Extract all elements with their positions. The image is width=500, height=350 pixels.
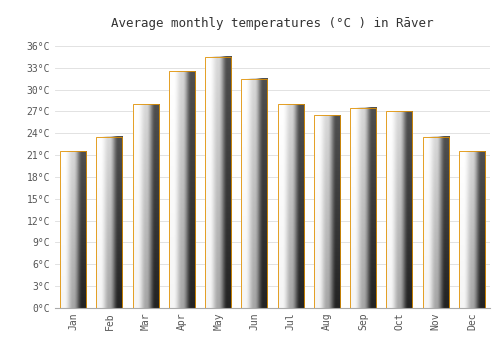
Bar (459, 152, 485, 308)
Bar (60, 152, 86, 308)
Title: Average monthly temperatures (°C ) in Rāver: Average monthly temperatures (°C ) in Rā… (111, 17, 434, 30)
Bar (386, 111, 412, 308)
Bar (242, 79, 268, 308)
Bar (169, 71, 195, 308)
Bar (422, 137, 448, 308)
Bar (314, 115, 340, 308)
Bar (278, 104, 303, 308)
Bar (132, 104, 158, 308)
Bar (96, 137, 122, 308)
Bar (205, 57, 231, 308)
Bar (350, 108, 376, 308)
